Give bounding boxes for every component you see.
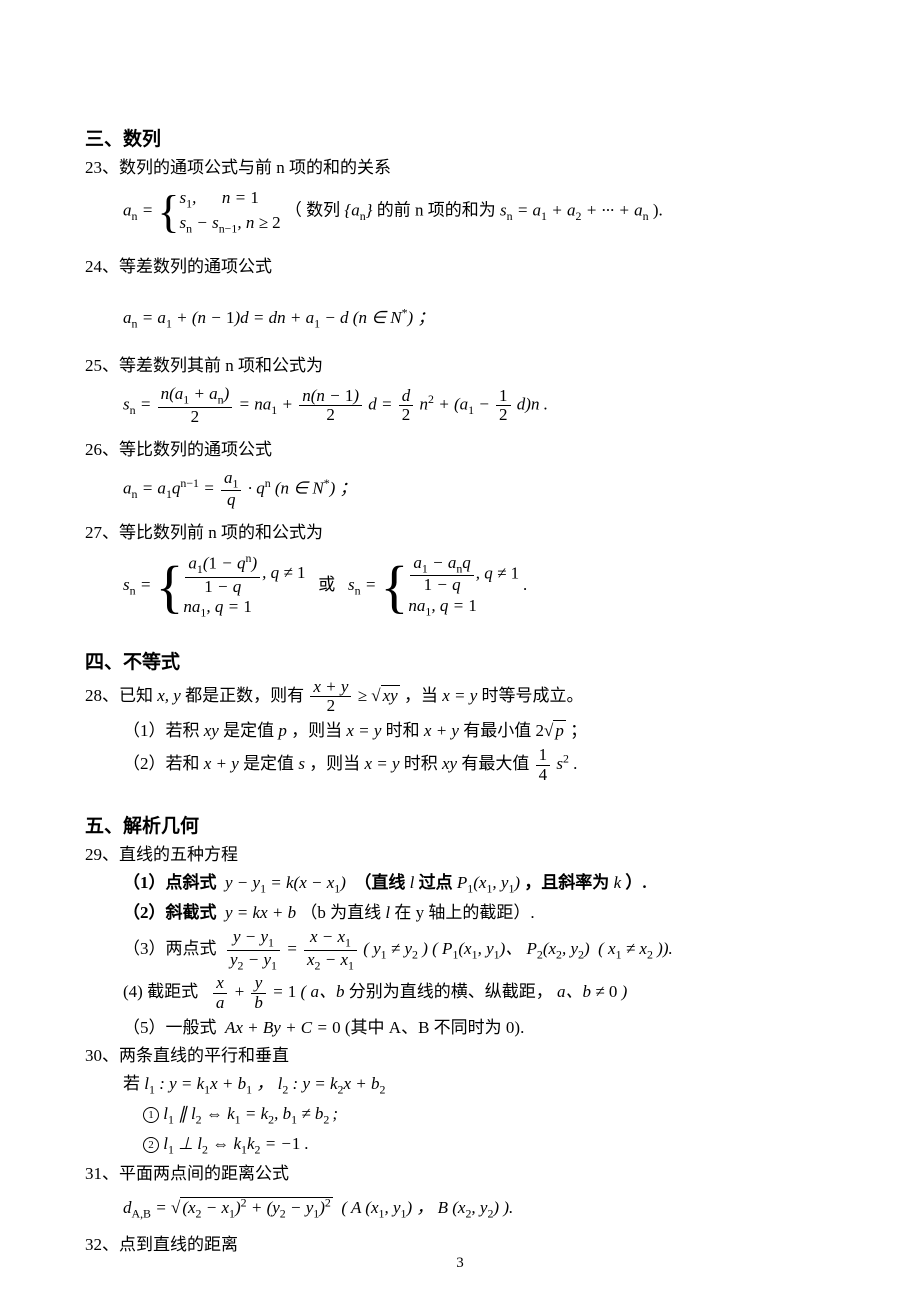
item-29-4a: (4) 截距式 (123, 982, 198, 1001)
item-27: 27、等比数列前 n 项的和公式为 (85, 520, 835, 546)
document-page: 三、数列 23、数列的通项公式与前 n 项的和的关系 an = { s1, n … (0, 0, 920, 1302)
item-23-note-post: ). (653, 201, 663, 220)
item-29-5: （5）一般式 Ax + By + C = 0 (其中 A、B 不同时为 0). (85, 1015, 835, 1041)
item-29-2a: （2）斜截式 (123, 903, 217, 922)
item-29-2: （2）斜截式 y = kx + b （b 为直线 l 在 y 轴上的截距）. (85, 900, 835, 926)
item-30: 30、两条直线的平行和垂直 (85, 1043, 835, 1069)
item-23-note-mid: 的前 n 项的和为 (377, 201, 496, 220)
item-30-if: 若 (123, 1074, 140, 1093)
section-5-title: 五、解析几何 (85, 811, 835, 838)
page-number: 3 (0, 1255, 920, 1272)
section-3-title: 三、数列 (85, 124, 835, 151)
item-29-4b: 分别为直线的横、纵截距， (349, 982, 553, 1001)
item-28-2d: 时积 (404, 754, 438, 773)
item-28-2b: 是定值 (243, 754, 294, 773)
item-29-1e: ）. (625, 873, 646, 892)
item-28-b: 都是正数，则有 (185, 686, 304, 705)
item-29-2c: 在 y 轴上的截距）. (394, 903, 534, 922)
item-28-2e: 有最大值 (461, 754, 529, 773)
item-28-1: （1）若积 xy 是定值 p ，则当 x = y 时和 x + y 有最小值 2… (85, 718, 835, 744)
item-28-2c: ，则当 (309, 754, 360, 773)
item-29-4: (4) 截距式 xa + yb = 1 ( a、b 分别为直线的横、纵截距， a… (85, 974, 835, 1012)
item-26: 26、等比数列的通项公式 (85, 437, 835, 463)
item-28-c: ，当 (404, 686, 438, 705)
item-28-2: （2）若和 x + y 是定值 s ，则当 x = y 时积 xy 有最大值 1… (85, 746, 835, 784)
item-28-2a: （2）若和 (123, 754, 200, 773)
item-29: 29、直线的五种方程 (85, 842, 835, 868)
item-29-3a: （3）两点式 (123, 939, 217, 958)
or-label: 或 (318, 575, 335, 594)
item-23: 23、数列的通项公式与前 n 项的和的关系 (85, 155, 835, 181)
item-30-cond: 若 l1 : y = k1x + b1 ， l2 : y = k2x + b2 (85, 1071, 835, 1099)
item-25: 25、等差数列其前 n 项和公式为 (85, 353, 835, 379)
formula-26: an = a1qn−1 = a1q · qn (n ∈ N*) ； (85, 469, 835, 510)
formula-31: dA,B = (x2 − x1)2 + (y2 − y1)2 ( A (x1, … (85, 1193, 835, 1221)
item-23-note-pre: （ 数列 (285, 201, 340, 220)
item-29-1: （1）点斜式 y − y1 = k(x − x1) （直线 l 过点 P1(x1… (85, 870, 835, 898)
section-4-title: 四、不等式 (85, 647, 835, 674)
item-28-1e: 有最小值 (463, 721, 531, 740)
item-29-1d: ，且斜率为 (524, 873, 609, 892)
item-28-1d: 时和 (386, 721, 420, 740)
item-24: 24、等差数列的通项公式 (85, 254, 835, 280)
item-28-1a: （1）若积 (123, 721, 200, 740)
formula-24: an = a1 + (n − 1)d = dn + a1 − d (n ∈ N*… (85, 303, 835, 331)
item-29-3: （3）两点式 y − y1y2 − y1 = x − x1x2 − x1 ( y… (85, 928, 835, 972)
item-28: 28、已知 x, y 都是正数，则有 x + y2 ≥ xy ，当 x = y … (85, 678, 835, 716)
formula-27: sn = { a1(1 − qn)1 − q, q ≠ 1 na1, q = 1… (85, 552, 835, 620)
item-29-1b: （直线 (354, 873, 405, 892)
item-28-1c: ，则当 (291, 721, 342, 740)
item-28-d: 时等号成立。 (482, 686, 584, 705)
item-28-a: 28、已知 (85, 686, 153, 705)
item-29-5b: (其中 A、B 不同时为 0). (345, 1018, 524, 1037)
item-32: 32、点到直线的距离 (85, 1232, 835, 1258)
formula-23: an = { s1, n = 1 sn − sn−1, n ≥ 2 （ 数列 {… (85, 187, 835, 236)
item-29-1c: 过点 (419, 873, 453, 892)
item-30-2: 2 l1 ⊥ l2 ⇔ k1k2 = −1 . (85, 1131, 835, 1159)
formula-25: sn = n(a1 + an)2 = na1 + n(n − 1)2 d = d… (85, 385, 835, 426)
item-30-1: 1 l1 ∥ l2 ⇔ k1 = k2, b1 ≠ b2 ; (85, 1101, 835, 1129)
item-29-1a: （1）点斜式 (123, 873, 217, 892)
item-29-5a: （5）一般式 (123, 1018, 217, 1037)
item-31: 31、平面两点间的距离公式 (85, 1161, 835, 1187)
item-29-2b: （b 为直线 (300, 903, 381, 922)
item-28-1b: 是定值 (223, 721, 274, 740)
